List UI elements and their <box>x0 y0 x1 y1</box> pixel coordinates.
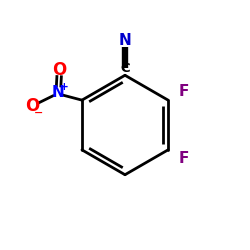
Text: O: O <box>25 97 39 115</box>
Text: O: O <box>52 61 66 79</box>
Text: N: N <box>52 85 65 100</box>
Text: F: F <box>178 84 189 99</box>
Text: F: F <box>178 151 189 166</box>
Text: −: − <box>34 108 43 118</box>
Text: C: C <box>120 62 130 74</box>
Text: N: N <box>119 34 132 48</box>
Text: +: + <box>60 82 68 92</box>
